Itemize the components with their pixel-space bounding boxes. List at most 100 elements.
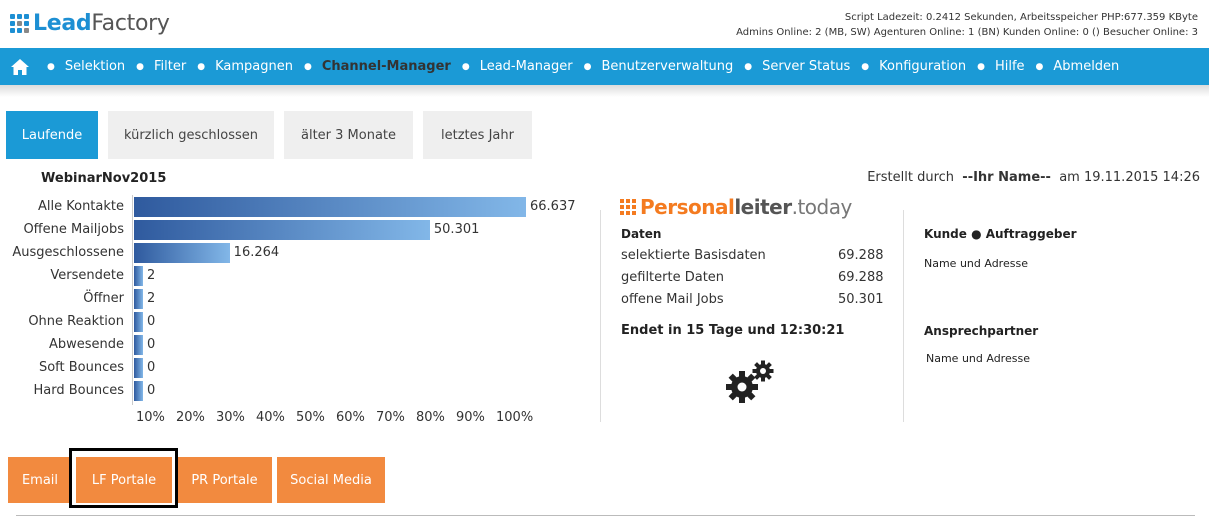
campaign-end-countdown: Endet in 15 Tage und 12:30:21 [621,323,845,338]
nav-item-label: Abmelden [1053,59,1120,74]
nav-item-selektion[interactable]: ● Selektion [47,59,125,74]
chart-category-label: Offene Mailjobs [23,222,124,237]
nav-bullet-icon: ● [303,61,312,72]
daten-row-value: 50.301 [838,292,884,307]
chart-value-label: 0 [147,337,156,352]
chart-x-tick: 50% [296,410,325,425]
channel-lf-portale-button[interactable]: LF Portale [76,457,172,503]
nav-item-hilfe[interactable]: ● Hilfe [977,59,1024,74]
nav-item-label: Selektion [64,59,126,74]
nav-bullet-icon: ● [47,61,55,72]
daten-row-value: 69.288 [838,248,884,263]
nav-item-label: Benutzerverwaltung [601,59,734,74]
nav-item-server-status[interactable]: ● Server Status [744,59,850,74]
separator-right [903,210,904,422]
stats-line-1: Script Ladezeit: 0.2412 Sekunden, Arbeit… [844,12,1198,23]
chart-category-label: Hard Bounces [33,383,124,398]
logo-dots-icon [10,13,29,33]
daten-row-label: offene Mail Jobs [621,292,724,307]
nav-bullet-icon: ● [1035,61,1044,72]
nav-item-label: Hilfe [994,59,1025,74]
chart-bar [134,243,230,263]
tab-laufende[interactable]: Laufende [6,111,98,159]
nav-item-label: Konfiguration [879,59,967,74]
chart-x-tick: 20% [176,410,205,425]
nav-item-kampagnen[interactable]: ● Kampagnen [197,59,293,74]
tab-kuerzlich-geschlossen[interactable]: kürzlich geschlossen [108,111,274,159]
chart-x-tick: 70% [376,410,405,425]
daten-row-label: selektierte Basisdaten [621,248,766,263]
chart-value-label: 0 [147,360,156,375]
ansprechpartner-address: Name und Adresse [926,352,1030,365]
daten-heading: Daten [621,227,662,241]
nav-item-abmelden[interactable]: ● Abmelden [1036,59,1120,74]
main-nav: ● Selektion ● Filter ● Kampagnen ● Channel-Mana… [0,48,1209,85]
brand-part-3: .today [791,195,853,219]
nav-item-label: Kampagnen [215,59,293,74]
nav-bullet-icon: ● [461,61,470,72]
nav-item-channel-manager[interactable]: ● Channel-Manager [304,59,451,74]
nav-item-label: Lead-Manager [479,59,573,74]
chart-x-tick: 100% [496,410,534,425]
kunde-heading: Kunde ● Auftraggeber [924,227,1077,241]
nav-bullet-icon: ● [744,61,753,72]
chart-bar [134,220,430,240]
chart-bar [134,335,143,355]
nav-item-label: Server Status [762,59,851,74]
chart-x-tick: 80% [416,410,445,425]
campaign-name: WebinarNov2015 [41,171,167,186]
channel-email-button[interactable]: Email [8,457,72,503]
chart-category-label: Öffner [83,291,124,306]
nav-bullet-icon: ● [861,61,870,72]
home-icon[interactable] [10,57,30,77]
chart-category-label: Ohne Reaktion [28,314,124,329]
chart-bar [134,381,143,401]
chart-x-tick: 90% [456,410,485,425]
chart-x-tick: 30% [216,410,245,425]
server-stats: Script Ladezeit: 0.2412 Sekunden, Arbeit… [736,10,1198,40]
bottom-divider [16,515,1195,516]
logo-lead-text: Lead [33,10,92,36]
nav-item-filter[interactable]: ● Filter [136,59,186,74]
chart-bar [134,266,143,286]
chart-value-label: 0 [147,314,156,329]
chart-x-tick: 40% [256,410,285,425]
brand-dots-icon [620,199,636,215]
tab-letztes-jahr[interactable]: letztes Jahr [423,111,532,159]
chart-category-label: Alle Kontakte [37,199,124,214]
chart-category-label: Abwesende [48,337,124,352]
stats-line-2: Admins Online: 2 (MB, SW) Agenturen Onli… [736,27,1198,38]
personalleiter-logo: Personalleiter.today [620,195,852,219]
nav-item-lead-manager[interactable]: ● Lead-Manager [462,59,573,74]
daten-row-value: 69.288 [838,270,884,285]
chart-value-label: 50.301 [433,222,480,237]
chart-value-label: 0 [147,383,156,398]
daten-row-label: gefilterte Daten [621,270,725,285]
brand-part-1: Personal [640,195,735,219]
created-info: Erstellt durch --Ihr Name-- am 19.11.201… [867,170,1200,185]
created-by: --Ihr Name-- [962,170,1051,185]
ansprechpartner-heading: Ansprechpartner [924,324,1039,338]
chart-category-label: Versendete [50,268,124,283]
channel-social-media-button[interactable]: Social Media [277,457,385,503]
nav-item-konfiguration[interactable]: ● Konfiguration [861,59,966,74]
leadfactory-logo[interactable]: LeadFactory [10,9,170,37]
chart-axis-line [132,195,133,405]
chart-value-label: 66.637 [530,199,576,214]
nav-bullet-icon: ● [583,61,592,72]
logo-factory-text: Factory [91,10,170,36]
chart-value-label: 2 [147,268,156,283]
created-at: am 19.11.2015 14:26 [1059,170,1200,185]
nav-item-label: Filter [154,59,187,74]
nav-item-benutzerverwaltung[interactable]: ● Benutzerverwaltung [584,59,734,74]
chart-bar [134,312,143,332]
chart-bar [134,197,526,217]
chart-category-label: Soft Bounces [38,360,124,375]
nav-bullet-icon: ● [197,61,206,72]
chart-bar [134,358,143,378]
tab-aelter-3-monate[interactable]: älter 3 Monate [284,111,413,159]
created-prefix: Erstellt durch [867,170,955,185]
chart-value-label: 16.264 [233,245,280,260]
settings-gears-icon[interactable] [724,357,778,407]
channel-pr-portale-button[interactable]: PR Portale [177,457,272,503]
